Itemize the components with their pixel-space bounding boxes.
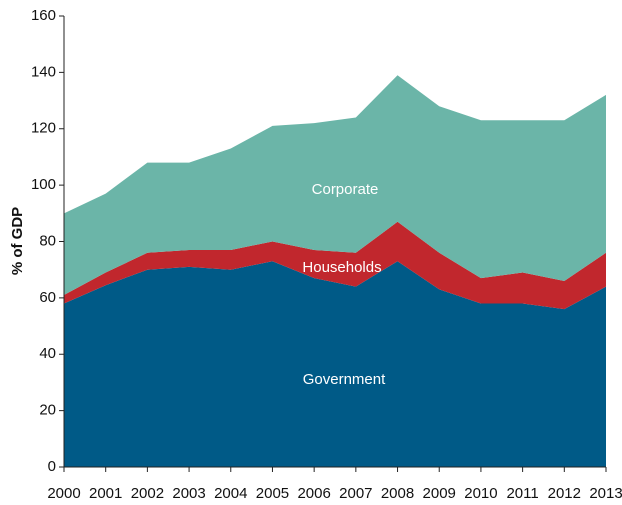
x-tick-label: 2004 [214,485,247,502]
x-tick-label: 2002 [131,485,164,502]
series-label: Government [303,371,386,388]
y-tick-label: 0 [48,458,56,475]
y-tick-label: 40 [39,345,56,362]
series-label: Corporate [312,181,379,198]
x-tick-label: 2011 [506,485,538,502]
x-tick-label: 2001 [89,485,122,502]
y-tick-label: 60 [39,289,56,306]
area [64,261,606,467]
x-tick-label: 2012 [548,485,581,502]
x-tick-label: 2007 [339,485,372,502]
x-tick-label: 2008 [381,485,414,502]
y-tick-label: 120 [31,120,56,137]
x-tick-label: 2013 [589,485,622,502]
y-tick-label: 160 [31,7,56,24]
x-tick-label: 2010 [464,485,497,502]
y-tick-label: 80 [39,232,56,249]
y-tick-label: 100 [31,176,56,193]
y-tick-label: 140 [31,63,56,80]
x-tick-label: 2003 [172,485,205,502]
y-tick-label: 20 [39,402,56,419]
area [64,221,606,310]
x-tick-label: 2005 [256,485,289,502]
series-label: Households [302,259,381,276]
y-axis-label: % of GDP [9,207,26,275]
x-tick-label: 2000 [47,485,80,502]
area [64,75,606,296]
x-tick-label: 2009 [423,485,456,502]
x-tick-label: 2006 [297,485,330,502]
